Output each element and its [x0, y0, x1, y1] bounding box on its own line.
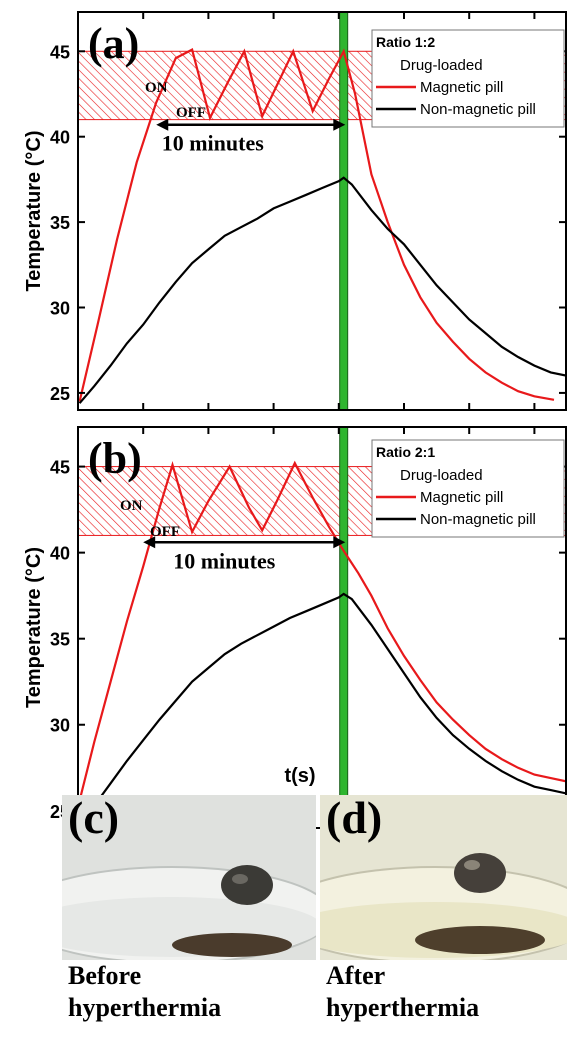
photo-caption-before: Before: [68, 961, 142, 990]
petri-dish-before-image: [62, 795, 316, 1059]
photo-label-c: (c): [68, 795, 120, 843]
stop-time-marker: [339, 426, 349, 829]
legend-entry: Magnetic pill: [420, 489, 503, 506]
y-tick-label: 30: [50, 716, 70, 736]
y-tick-label: 35: [50, 630, 70, 650]
legend-box: [371, 29, 565, 128]
legend-subtitle: Drug-loaded: [400, 57, 483, 74]
y-tick-label: 45: [50, 42, 70, 62]
photo-caption-hyperthermia-d: hyperthermia: [326, 993, 480, 1022]
photo-panel-before: (c) Before hyperthermia: [62, 795, 316, 1059]
duration-arrow-head-left: [156, 118, 169, 131]
y-axis-label: Temperature (°C): [23, 547, 45, 708]
legend-subtitle: Drug-loaded: [400, 467, 483, 484]
photo-caption-hyperthermia-c: hyperthermia: [68, 993, 222, 1022]
legend-entry: Magnetic pill: [420, 79, 503, 96]
plot-frame: [77, 11, 567, 411]
legend-box: [371, 439, 565, 538]
photo-caption-after: After: [326, 961, 386, 990]
series-line-magnetic: [78, 47, 555, 402]
legend-title: Ratio 2:1: [376, 444, 435, 460]
annotation-off: OFF: [150, 524, 180, 540]
y-tick-label: 45: [50, 458, 70, 478]
duration-label: 10 minutes: [173, 548, 276, 573]
photo-panel-after: (d) After hyperthermia: [320, 795, 567, 1059]
panel-label: (b): [88, 434, 142, 483]
annotation-off: OFF: [176, 105, 206, 121]
annotation-on: ON: [120, 498, 143, 514]
y-tick-label: 40: [50, 544, 70, 564]
stop-time-marker: [339, 11, 349, 411]
legend-entry: Non-magnetic pill: [420, 511, 536, 528]
legend-title: Ratio 1:2: [376, 34, 435, 50]
photo-label-d: (d): [326, 795, 383, 843]
y-tick-label: 40: [50, 128, 70, 148]
chart-panel-b: 25303540450200400600800100012001400Tempe…: [23, 426, 567, 858]
shared-x-axis-label: t(s): [284, 765, 315, 787]
petri-dish-after-image: [320, 795, 567, 1059]
series-line-non-magnetic: [78, 592, 567, 824]
duration-arrow-head-right: [333, 536, 346, 549]
series-line-non-magnetic: [78, 176, 567, 404]
chart-panel-a: 25 30 35 40 45 Temperature (°C) (a) ON OFF 10 min…: [23, 11, 567, 411]
annotation-on: ON: [145, 80, 168, 96]
duration-arrow-head-right: [333, 118, 346, 131]
legend-entry: Non-magnetic pill: [420, 101, 536, 118]
panel-label: (a): [88, 19, 139, 68]
y-tick-label: 30: [50, 299, 70, 319]
y-tick-label: 25: [50, 384, 70, 404]
series-line-magnetic: [78, 460, 567, 801]
duration-label: 10 minutes: [162, 131, 265, 156]
y-axis-label: Temperature (°C): [23, 131, 45, 292]
duration-arrow-head-left: [143, 536, 156, 549]
y-tick-label: 35: [50, 213, 70, 233]
